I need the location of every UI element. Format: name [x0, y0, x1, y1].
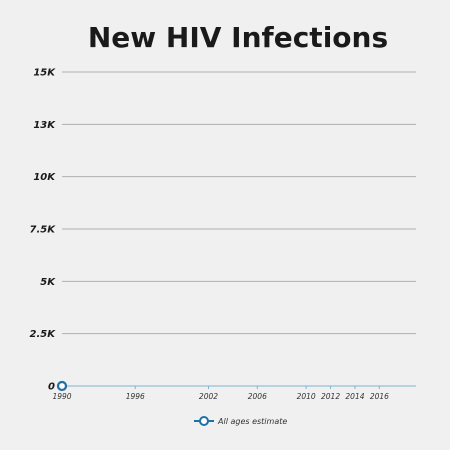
legend-marker-swatch	[199, 416, 209, 426]
x-tick-label: 2002	[199, 392, 218, 401]
y-tick-label: 10K	[33, 172, 56, 183]
gridlines	[62, 71, 416, 387]
x-tick-label: 2010	[297, 392, 316, 401]
y-tick-label: 2.5K	[30, 329, 57, 340]
legend: All ages estimate	[194, 416, 287, 426]
y-axis-ticks: 0 2.5K 5K 7.5K 10K 13K 15K	[30, 68, 57, 393]
x-tick-label: 1996	[126, 392, 145, 401]
chart-title: New HIV Infections	[88, 21, 388, 54]
x-tick-label: 2014	[345, 392, 364, 401]
x-axis-ticks: 1990 1996 2002 2006 2010 2012 2014 2016	[52, 386, 389, 401]
y-tick-label: 15K	[33, 68, 56, 79]
y-tick-label: 13K	[33, 120, 56, 131]
x-tick-label: 1990	[52, 392, 71, 401]
legend-label: All ages estimate	[217, 417, 287, 426]
x-tick-label: 2012	[321, 392, 340, 401]
data-point[interactable]	[56, 380, 68, 392]
x-tick-label: 2006	[248, 392, 267, 401]
series-layer	[56, 380, 68, 392]
y-tick-label: 0	[48, 382, 55, 393]
x-tick-label: 2016	[370, 392, 389, 401]
y-tick-label: 7.5K	[30, 225, 57, 236]
y-tick-label: 5K	[40, 277, 56, 288]
